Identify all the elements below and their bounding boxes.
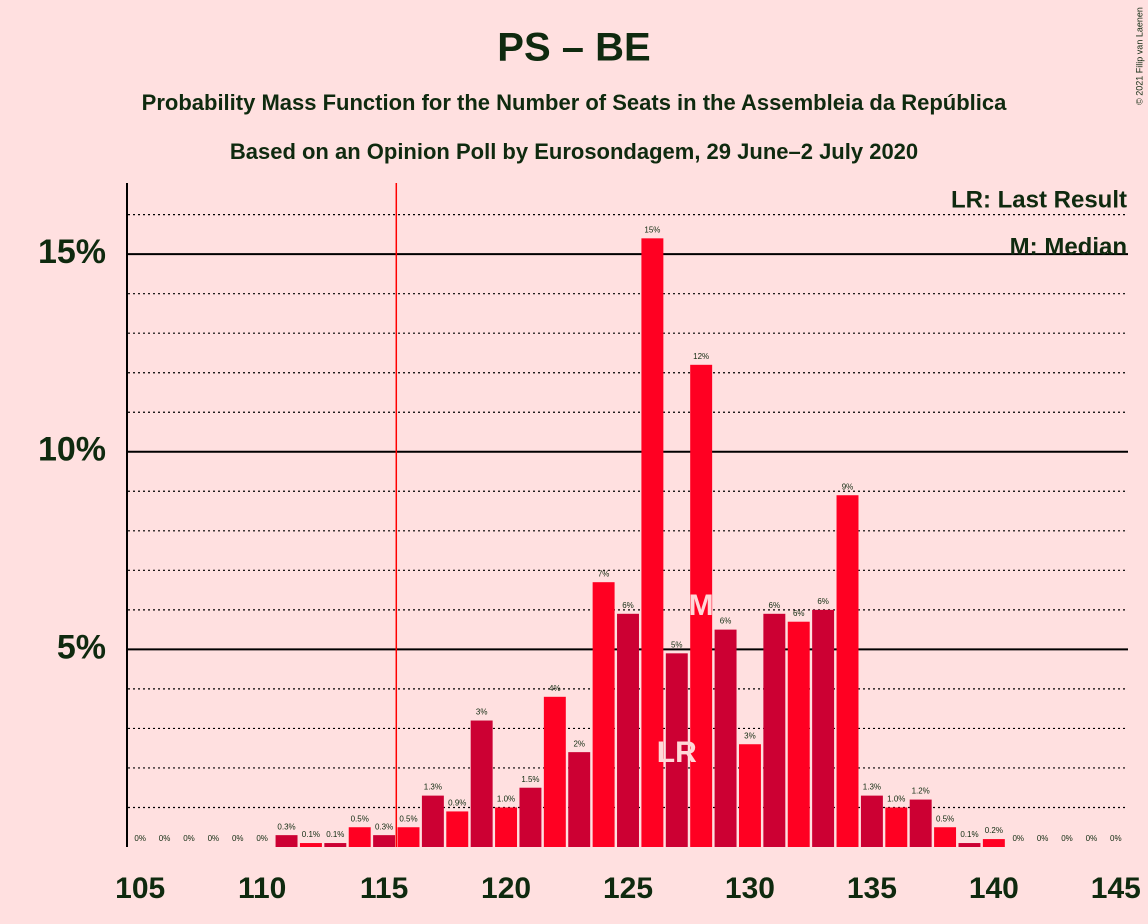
value-label: 0.1% [326, 830, 344, 839]
value-label: 2% [573, 739, 585, 748]
bar [738, 744, 761, 847]
bar [373, 835, 396, 847]
bar [397, 827, 420, 847]
bar [275, 835, 298, 847]
value-label: 0% [208, 834, 220, 843]
value-label: 5% [671, 640, 683, 649]
bar [592, 582, 615, 847]
bar [665, 653, 688, 847]
bar [934, 827, 957, 847]
bar [641, 238, 664, 848]
chart-subtitle: Probability Mass Function for the Number… [142, 90, 1007, 115]
value-label: 0% [1012, 834, 1024, 843]
x-tick-label: 135 [847, 872, 897, 905]
bar [617, 613, 639, 847]
y-tick-label: 15% [38, 233, 106, 271]
value-label: 4% [549, 684, 561, 693]
value-label: 1.3% [863, 783, 881, 792]
median-marker: M [689, 589, 714, 622]
value-label: 6% [793, 609, 805, 618]
x-tick-label: 105 [115, 872, 165, 905]
last-result-marker: LR [657, 736, 697, 769]
copyright: © 2021 Filip van Laenen [1134, 7, 1144, 105]
x-tick-label: 145 [1091, 872, 1141, 905]
value-label: 0.3% [375, 822, 393, 831]
y-tick-label: 10% [38, 431, 106, 469]
value-label: 3% [744, 731, 756, 740]
bar [299, 843, 322, 847]
bar [690, 364, 713, 847]
bar [519, 787, 542, 847]
value-label: 1.3% [424, 783, 442, 792]
bar [348, 827, 371, 847]
value-label: 0% [1061, 834, 1073, 843]
bar [568, 752, 591, 847]
value-label: 1.2% [912, 787, 930, 796]
value-label: 0% [1086, 834, 1098, 843]
legend-entry: LR: Last Result [951, 186, 1127, 213]
x-tick-label: 140 [969, 872, 1019, 905]
bar [885, 807, 908, 847]
bar [836, 495, 859, 847]
value-label: 0% [256, 834, 268, 843]
bar [812, 609, 835, 847]
value-label: 6% [622, 601, 634, 610]
value-label: 0% [134, 834, 146, 843]
bar [763, 613, 786, 847]
bar [421, 795, 444, 847]
value-label: 0.9% [448, 799, 466, 808]
x-tick-label: 120 [481, 872, 531, 905]
value-label: 7% [598, 569, 610, 578]
chart-subtitle: Based on an Opinion Poll by Eurosondagem… [230, 139, 918, 164]
bar [470, 720, 493, 847]
value-label: 0% [1110, 834, 1122, 843]
value-label: 6% [817, 597, 829, 606]
value-label: 0.2% [985, 826, 1003, 835]
legend-entry: M: Median [1010, 233, 1127, 260]
bar [787, 621, 810, 847]
bar [958, 843, 981, 847]
value-label: 6% [720, 617, 732, 626]
value-label: 15% [644, 225, 660, 234]
bar [909, 799, 932, 847]
value-label: 0.3% [277, 822, 295, 831]
value-label: 3% [476, 708, 488, 717]
bar [543, 696, 566, 847]
value-label: 0% [159, 834, 171, 843]
value-label: 6% [769, 601, 781, 610]
bar [860, 795, 883, 847]
bar [495, 807, 518, 847]
value-label: 0.5% [399, 814, 417, 823]
value-label: 1.5% [521, 775, 539, 784]
y-tick-label: 5% [57, 628, 106, 666]
chart-title: PS – BE [497, 26, 650, 70]
bar [982, 839, 1005, 847]
value-label: 1.0% [497, 795, 515, 804]
bar [324, 843, 347, 847]
value-label: 1.0% [887, 795, 905, 804]
x-tick-label: 110 [238, 872, 286, 905]
value-label: 0.5% [936, 814, 954, 823]
value-label: 0.5% [351, 814, 369, 823]
x-tick-label: 115 [360, 872, 408, 905]
value-label: 12% [693, 352, 709, 361]
value-label: 0% [232, 834, 244, 843]
bar [714, 629, 737, 847]
x-tick-label: 130 [725, 872, 775, 905]
x-tick-label: 125 [603, 872, 653, 905]
bar [446, 811, 469, 847]
value-label: 0.1% [302, 830, 320, 839]
value-label: 9% [842, 482, 854, 491]
value-label: 0% [183, 834, 195, 843]
value-label: 0% [1037, 834, 1049, 843]
value-label: 0.1% [960, 830, 978, 839]
